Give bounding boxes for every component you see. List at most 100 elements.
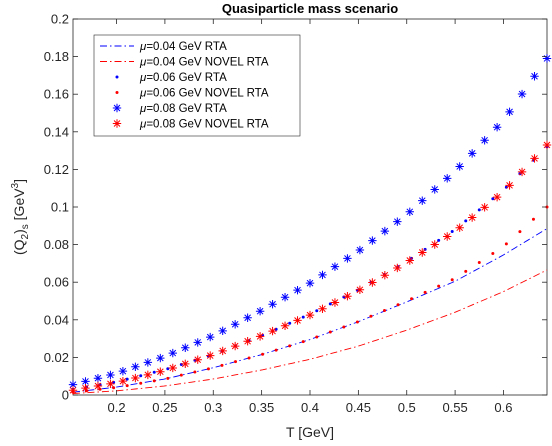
legend-text: =0.04 GeV NOVEL RTA	[146, 57, 269, 69]
data-point	[181, 343, 190, 352]
data-point	[437, 238, 441, 242]
data-point	[218, 346, 227, 356]
data-point	[193, 370, 197, 374]
data-point	[467, 149, 477, 158]
y-tick-label: 0	[62, 388, 69, 403]
data-point	[131, 373, 140, 383]
data-point	[106, 379, 115, 389]
data-point	[410, 297, 414, 301]
data-point	[318, 270, 327, 280]
data-point	[355, 285, 365, 294]
data-point	[280, 293, 290, 302]
data-point	[330, 262, 340, 271]
data-point	[430, 240, 439, 249]
data-point	[143, 370, 153, 380]
data-point	[355, 245, 365, 255]
y-axis-label: (Q2)s [GeV3]	[10, 179, 31, 255]
data-point	[328, 302, 332, 306]
data-point	[542, 140, 552, 150]
series-4	[71, 205, 549, 394]
data-point	[280, 321, 290, 330]
data-point	[152, 370, 156, 374]
data-point	[118, 366, 128, 376]
legend-label: μ=0.06 GeV RTA	[139, 72, 227, 84]
y-tick-label: 0.14	[44, 124, 69, 139]
y-tick-label: 0.06	[44, 275, 69, 290]
data-point	[288, 344, 292, 348]
data-point	[139, 381, 143, 385]
data-point	[505, 181, 514, 190]
data-point	[179, 373, 183, 377]
data-point	[139, 374, 143, 378]
x-tick-label: 0.3	[204, 400, 222, 415]
legend-label: μ=0.06 GeV NOVEL RTA	[139, 88, 269, 100]
legend-mu: μ	[139, 72, 147, 84]
legend-text: =0.04 GeV RTA	[146, 41, 227, 53]
data-point	[206, 332, 215, 342]
data-point	[131, 362, 140, 371]
data-point	[450, 229, 454, 233]
legend-entry-4: μ=0.06 GeV NOVEL RTA	[115, 88, 269, 100]
data-point	[301, 340, 305, 344]
data-point	[517, 89, 527, 99]
data-point	[93, 373, 103, 383]
data-point	[517, 167, 527, 177]
plot-area	[68, 18, 552, 396]
x-tick-label: 0.25	[152, 400, 177, 415]
legend-entry-1: μ=0.04 GeV RTA	[100, 41, 227, 53]
data-point	[288, 321, 292, 325]
data-point	[118, 376, 128, 386]
data-point	[218, 326, 227, 336]
data-point	[230, 320, 240, 329]
data-point	[467, 213, 477, 222]
data-point	[480, 136, 489, 145]
data-point	[168, 363, 177, 373]
data-point	[206, 367, 210, 371]
data-point	[315, 309, 319, 313]
legend-text: =0.06 GeV NOVEL RTA	[146, 88, 269, 100]
data-point	[492, 192, 502, 202]
data-point	[455, 162, 464, 171]
data-point	[255, 332, 265, 341]
series-3	[71, 145, 549, 391]
legend-mu: μ	[139, 41, 147, 53]
data-point	[437, 284, 441, 288]
data-point	[166, 367, 170, 371]
data-point	[531, 217, 535, 221]
data-point	[477, 208, 481, 212]
x-tick-label: 0.4	[301, 400, 319, 415]
data-point	[343, 254, 352, 263]
data-point	[230, 341, 240, 351]
legend-label: μ=0.04 GeV RTA	[139, 41, 227, 53]
data-point	[480, 203, 489, 212]
data-point	[68, 386, 78, 395]
y-tick-label: 0.2	[51, 12, 69, 27]
data-point	[450, 278, 454, 282]
data-point	[268, 300, 277, 309]
data-point	[380, 226, 390, 236]
x-tick-label: 0.35	[249, 400, 274, 415]
data-point	[234, 360, 238, 364]
data-point	[193, 338, 202, 347]
legend-mu: μ	[139, 88, 147, 100]
legend-mu: μ	[139, 57, 147, 69]
legend-marker	[115, 91, 119, 94]
series-line	[72, 228, 548, 393]
series-5	[68, 54, 552, 389]
data-point	[301, 315, 305, 319]
legend-marker	[115, 75, 119, 79]
series-2	[72, 269, 548, 394]
x-tick-label: 0.6	[494, 400, 512, 415]
data-point	[530, 154, 539, 163]
x-tick-label: 0.5	[398, 400, 416, 415]
legend-label: μ=0.08 GeV RTA	[139, 103, 227, 115]
data-point	[81, 383, 90, 393]
legend-entry-3: μ=0.06 GeV RTA	[115, 72, 227, 84]
data-point	[355, 320, 359, 324]
data-point	[305, 310, 315, 320]
data-point	[380, 271, 390, 280]
data-point	[206, 351, 215, 360]
data-point	[156, 353, 165, 363]
y-tick-label: 0.1	[51, 200, 69, 215]
